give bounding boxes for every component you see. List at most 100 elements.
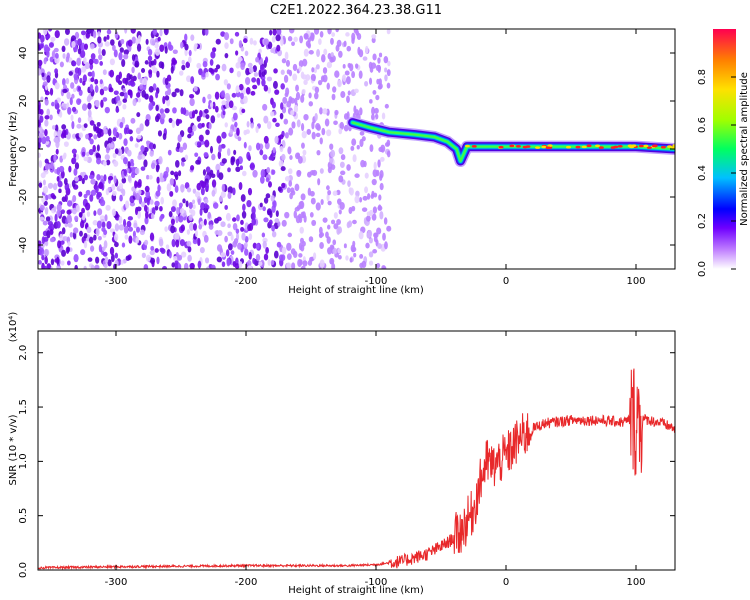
noise-blob bbox=[232, 260, 236, 267]
noise-blob bbox=[144, 119, 150, 127]
noise-blob bbox=[200, 181, 207, 189]
noise-blob bbox=[155, 190, 161, 197]
noise-blob bbox=[154, 48, 161, 56]
noise-blob bbox=[67, 216, 73, 224]
noise-blob bbox=[238, 181, 243, 191]
noise-blob bbox=[149, 257, 156, 265]
noise-blob bbox=[303, 33, 309, 40]
noise-blob bbox=[222, 110, 226, 116]
noise-blob bbox=[45, 46, 51, 52]
spectrogram-y-tick-label: 20 bbox=[18, 95, 29, 108]
noise-blob bbox=[72, 60, 77, 67]
noise-blob bbox=[218, 172, 224, 180]
noise-blob bbox=[379, 170, 384, 179]
noise-blob bbox=[72, 87, 77, 93]
noise-blob bbox=[157, 130, 163, 137]
noise-blob bbox=[340, 170, 346, 176]
noise-blob bbox=[196, 62, 202, 69]
noise-blob bbox=[45, 216, 51, 222]
noise-blob bbox=[68, 71, 73, 76]
noise-blob bbox=[342, 73, 346, 82]
noise-blob bbox=[144, 216, 149, 225]
noise-blob bbox=[314, 112, 318, 122]
noise-blob bbox=[162, 132, 167, 141]
spectrogram-x-axis-title: Height of straight line (km) bbox=[288, 285, 424, 296]
noise-blob bbox=[92, 30, 97, 39]
noise-blob bbox=[283, 74, 289, 83]
noise-blob bbox=[212, 101, 216, 110]
noise-blob bbox=[79, 77, 83, 84]
noise-blob bbox=[102, 97, 108, 102]
noise-blob bbox=[282, 96, 288, 104]
noise-blob bbox=[327, 166, 332, 174]
noise-blob bbox=[272, 200, 277, 209]
signal-hotspot bbox=[598, 146, 604, 149]
noise-blob bbox=[54, 258, 60, 263]
noise-blob bbox=[92, 144, 96, 152]
noise-blob bbox=[49, 114, 53, 121]
noise-blob bbox=[81, 151, 86, 157]
noise-blob bbox=[386, 29, 391, 35]
noise-blob bbox=[235, 159, 239, 165]
noise-blob bbox=[199, 246, 205, 254]
noise-blob bbox=[189, 93, 195, 99]
noise-blob bbox=[311, 219, 317, 226]
signal-hotspot bbox=[629, 145, 635, 149]
noise-blob bbox=[79, 49, 86, 59]
noise-blob bbox=[52, 125, 56, 130]
noise-blob bbox=[323, 48, 328, 56]
noise-blob bbox=[123, 49, 129, 55]
noise-blob bbox=[134, 192, 141, 201]
noise-blob bbox=[281, 153, 286, 161]
spectrogram-y-tick-label: 40 bbox=[18, 47, 29, 60]
noise-blob bbox=[119, 91, 125, 97]
noise-blob bbox=[44, 115, 50, 120]
noise-blob bbox=[103, 174, 107, 182]
noise-blob bbox=[369, 66, 374, 73]
noise-blob bbox=[310, 33, 315, 42]
noise-blob bbox=[161, 61, 165, 70]
noise-blob bbox=[159, 108, 164, 115]
noise-blob bbox=[368, 77, 373, 85]
noise-blob bbox=[262, 103, 268, 111]
noise-blob bbox=[353, 252, 357, 258]
noise-blob bbox=[71, 106, 77, 113]
noise-blob bbox=[127, 161, 131, 169]
noise-blob bbox=[230, 156, 236, 163]
noise-blob bbox=[246, 121, 250, 128]
noise-blob bbox=[136, 43, 142, 52]
noise-blob bbox=[366, 211, 372, 217]
noise-blob bbox=[312, 252, 317, 260]
noise-blob bbox=[104, 214, 108, 222]
noise-blob bbox=[362, 56, 368, 61]
noise-blob bbox=[128, 235, 133, 244]
noise-blob bbox=[290, 109, 295, 116]
noise-blob bbox=[141, 68, 146, 73]
noise-blob bbox=[172, 49, 178, 55]
noise-blob bbox=[273, 68, 278, 74]
noise-blob bbox=[47, 182, 54, 189]
noise-blob bbox=[123, 53, 129, 60]
noise-blob bbox=[368, 251, 374, 258]
noise-blob bbox=[290, 187, 295, 194]
noise-blob bbox=[74, 264, 78, 269]
noise-blob bbox=[93, 123, 97, 132]
noise-blob bbox=[271, 101, 276, 109]
noise-blob bbox=[131, 54, 136, 62]
noise-blob bbox=[134, 180, 138, 189]
noise-blob bbox=[211, 179, 217, 188]
noise-blob bbox=[314, 86, 320, 94]
noise-blob bbox=[69, 97, 73, 106]
noise-blob bbox=[322, 74, 328, 83]
noise-blob bbox=[383, 56, 389, 64]
noise-blob bbox=[372, 206, 378, 214]
noise-blob bbox=[236, 127, 240, 137]
noise-blob bbox=[271, 35, 276, 43]
noise-blob bbox=[99, 199, 106, 207]
noise-blob bbox=[168, 211, 173, 218]
noise-blob bbox=[210, 69, 215, 74]
noise-blob bbox=[118, 224, 125, 231]
noise-blob bbox=[159, 247, 165, 253]
noise-blob bbox=[279, 112, 284, 120]
noise-blob bbox=[126, 220, 132, 228]
